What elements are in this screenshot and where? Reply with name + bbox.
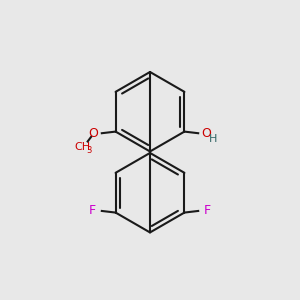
Text: H: H — [209, 134, 217, 144]
Text: O: O — [202, 127, 212, 140]
Text: F: F — [204, 205, 211, 218]
Text: F: F — [89, 205, 96, 218]
Text: O: O — [88, 127, 98, 140]
Text: 3: 3 — [86, 146, 92, 155]
Text: CH: CH — [74, 142, 90, 152]
